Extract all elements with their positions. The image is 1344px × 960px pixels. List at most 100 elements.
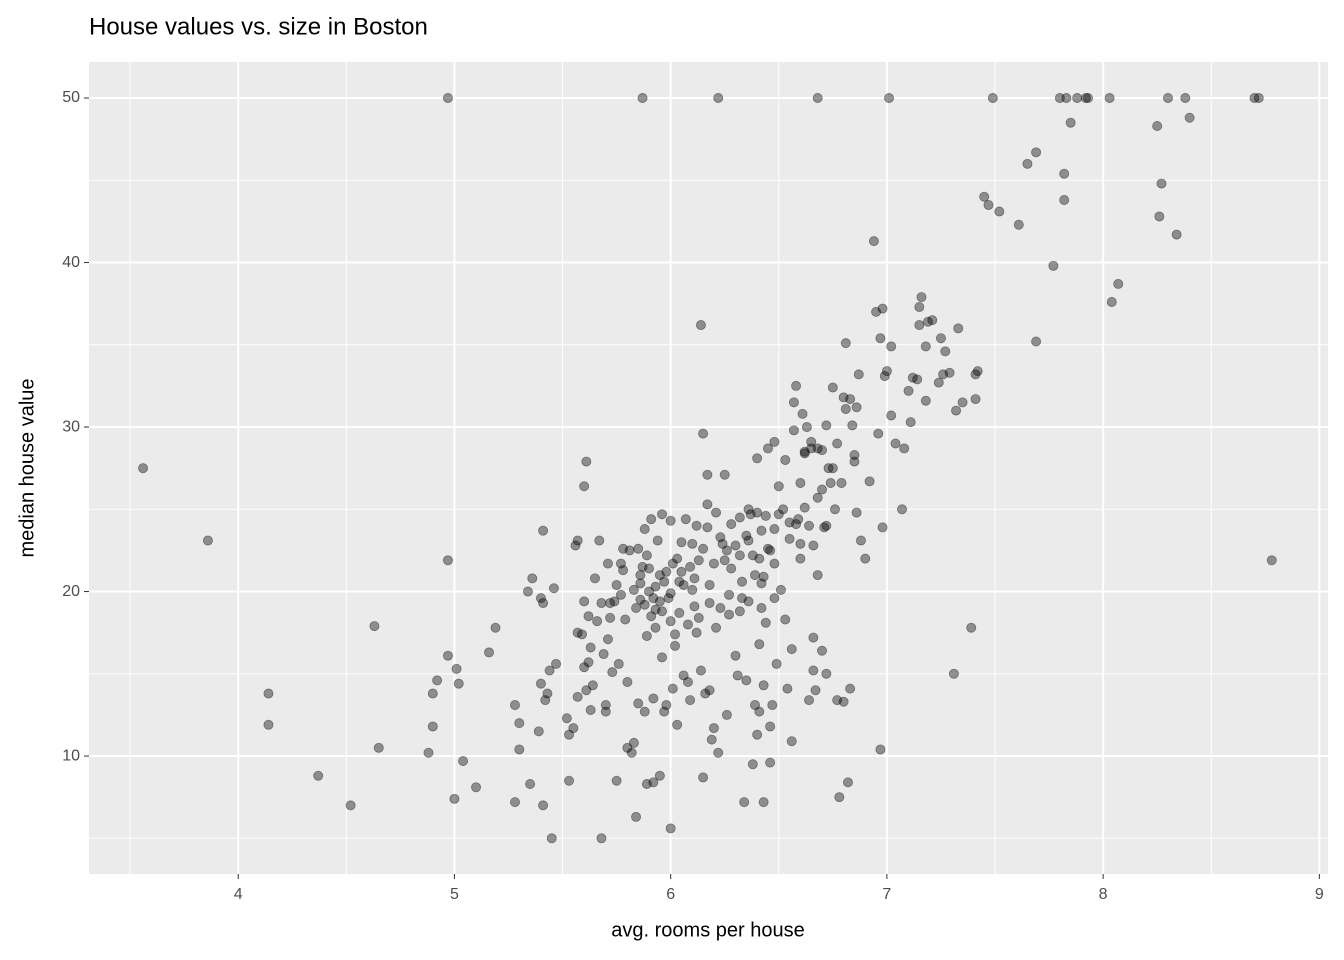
point (602, 634, 613, 645)
point (514, 718, 525, 729)
point (641, 779, 652, 790)
x-tick-label: 4 (234, 886, 243, 903)
point (1154, 211, 1165, 222)
point (838, 696, 849, 707)
point (886, 410, 897, 421)
point (786, 736, 797, 747)
point (564, 729, 575, 740)
point (752, 507, 763, 518)
point (1156, 178, 1167, 189)
point (1065, 117, 1076, 128)
point (899, 443, 910, 454)
x-tick-label: 7 (882, 886, 891, 903)
point (914, 320, 925, 331)
point (821, 668, 832, 679)
point (877, 303, 888, 314)
point (799, 502, 810, 513)
point (715, 532, 726, 543)
point (799, 446, 810, 457)
point (654, 596, 665, 607)
point (484, 647, 495, 658)
point (509, 797, 520, 808)
point (806, 443, 817, 454)
point (581, 685, 592, 696)
point (819, 522, 830, 533)
point (570, 540, 581, 551)
point (646, 611, 657, 622)
point (538, 800, 549, 811)
point (721, 709, 732, 720)
point (600, 706, 611, 717)
point (762, 443, 773, 454)
point (669, 640, 680, 651)
point (652, 535, 663, 546)
point (702, 499, 713, 510)
point (758, 680, 769, 691)
point (587, 680, 598, 691)
point (1072, 93, 1083, 104)
point (618, 565, 629, 576)
point (1249, 93, 1260, 104)
point (618, 543, 629, 554)
point (579, 662, 590, 673)
point (648, 777, 659, 788)
point (345, 800, 356, 811)
point (719, 469, 730, 480)
point (855, 535, 866, 546)
point (572, 691, 583, 702)
point (912, 374, 923, 385)
point (138, 463, 149, 474)
point (628, 737, 639, 748)
point (698, 543, 709, 554)
point (540, 695, 551, 706)
point (648, 693, 659, 704)
point (442, 650, 453, 661)
y-tick-label: 10 (62, 747, 80, 764)
point (719, 555, 730, 566)
point (1106, 297, 1117, 308)
point (657, 652, 668, 663)
point (544, 665, 555, 676)
point (650, 622, 661, 633)
point (622, 677, 633, 688)
point (596, 598, 607, 609)
point (765, 757, 776, 768)
point (808, 665, 819, 676)
point (661, 700, 672, 711)
point (659, 706, 670, 717)
point (907, 372, 918, 383)
point (953, 323, 964, 334)
x-tick-label: 5 (450, 886, 459, 903)
point (879, 371, 890, 382)
point (533, 726, 544, 737)
point (756, 525, 767, 536)
point (373, 742, 384, 753)
point (845, 394, 856, 405)
point (598, 649, 609, 660)
point (853, 369, 864, 380)
point (680, 514, 691, 525)
point (572, 627, 583, 638)
point (788, 397, 799, 408)
point (769, 593, 780, 604)
point (726, 563, 737, 574)
point (762, 543, 773, 554)
point (635, 578, 646, 589)
point (693, 612, 704, 623)
point (1113, 278, 1124, 289)
point (669, 629, 680, 640)
point (987, 93, 998, 104)
x-axis-title: avg. rooms per house (611, 919, 804, 941)
x-tick-label: 9 (1315, 886, 1324, 903)
point (568, 723, 579, 734)
point (548, 583, 559, 594)
point (667, 683, 678, 694)
x-tick-label: 6 (666, 886, 675, 903)
point (644, 586, 655, 597)
point (1022, 158, 1033, 169)
point (743, 535, 754, 546)
point (641, 630, 652, 641)
point (263, 688, 274, 699)
point (812, 492, 823, 503)
point (432, 675, 443, 686)
